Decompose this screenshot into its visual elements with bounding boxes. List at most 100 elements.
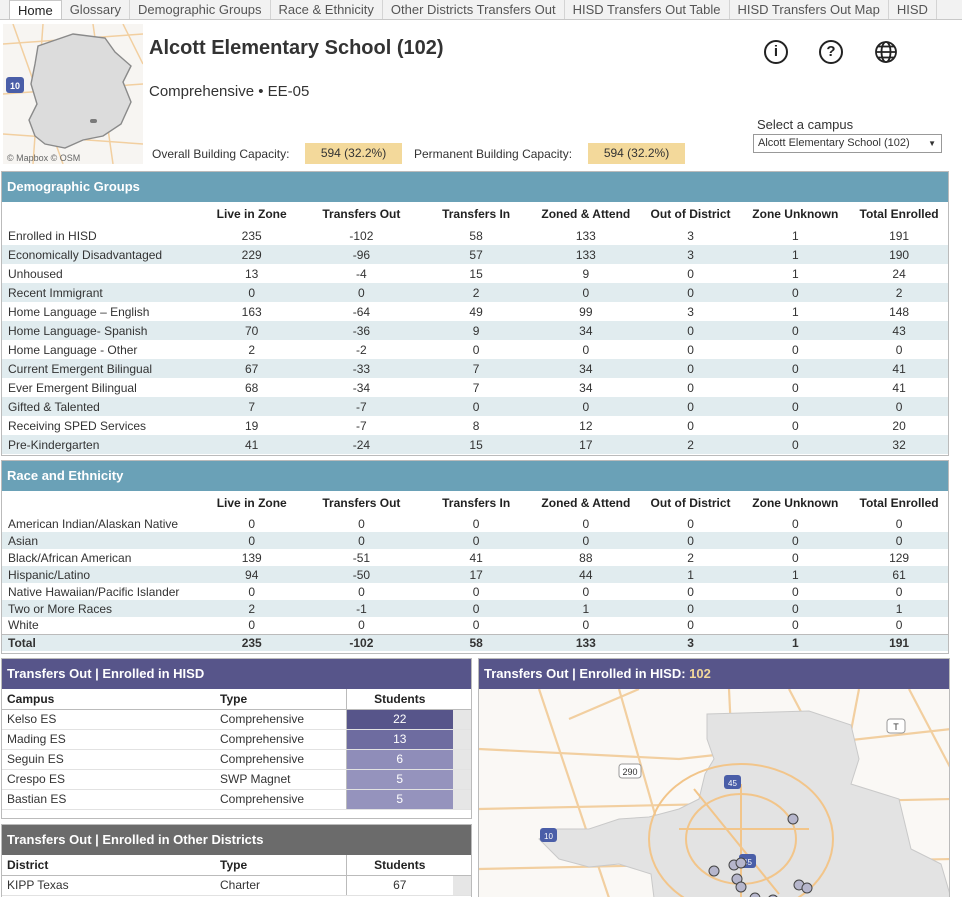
dropdown-arrow-icon: ▼ [928,139,936,148]
row-label: Asian [2,532,202,549]
cell-value: 0 [358,618,365,633]
cell-value: 70 [201,321,302,340]
cell-value: -2 [356,342,367,357]
row-label: Total [2,633,202,651]
row-label: Home Language- Spanish [2,321,202,340]
cell-value: 8 [472,418,480,433]
race-ethnicity-table: Live in Zone Transfers Out Transfers In Zon… [2,491,948,651]
list-item[interactable]: Seguin ES Comprehensive 6 [2,749,471,770]
row-label: Mading ES [2,729,215,750]
cell-value: 44 [531,566,641,583]
cell-value: 49 [469,304,483,319]
cell-value: 34 [530,321,641,340]
cell-value: -24 [301,435,422,454]
cell-value: 0 [358,584,365,599]
cell-value: -7 [356,418,367,433]
row-type: SWP Magnet [215,769,346,790]
cell-value: 0 [248,584,256,599]
cell-value: 2 [201,600,302,617]
map-credit[interactable]: © Mapbox © OSM [7,153,81,163]
list-item[interactable]: Mading ES Comprehensive 13 [2,729,471,750]
transfers-other-title: Transfers Out | Enrolled in Other Distri… [2,825,471,855]
scroll-gutter [453,855,471,876]
cell-value: 190 [850,245,948,264]
tab-other-districts-transfers-out[interactable]: Other Districts Transfers Out [382,0,565,19]
cell-value: 3 [640,245,741,264]
cell-value: 0 [740,397,851,416]
cell-value: 0 [687,516,694,531]
tab-home[interactable]: Home [9,0,62,19]
transfers-map[interactable]: 290 45 10 45 T [479,689,950,897]
tab-hisd-more[interactable]: HISD [888,0,937,19]
cell-value: 139 [241,550,262,565]
cell-value: 0 [530,283,641,302]
cell-value: -102 [349,228,374,243]
cell-value: 61 [850,566,948,583]
tab-glossary[interactable]: Glossary [61,0,130,19]
help-icon[interactable]: ? [819,40,843,64]
cell-value: 9 [421,321,531,340]
transfers-map-count: 102 [689,666,711,681]
column-header: Zoned & Attend [541,496,631,510]
cell-value: 2 [248,342,256,357]
cell-value: 2 [421,283,531,302]
tab-hisd-transfers-out-table[interactable]: HISD Transfers Out Table [564,0,730,19]
campus-select[interactable]: Alcott Elementary School (102) ▼ [753,134,942,153]
cell-value: 58 [421,633,532,651]
cell-value: 235 [241,228,262,243]
cell-value: 2 [850,283,948,302]
cell-value: 0 [791,380,799,395]
cell-value: 0 [201,283,302,302]
column-header: Out of District [650,496,731,510]
cell-value: 0 [301,283,422,302]
tab-demographic-groups[interactable]: Demographic Groups [129,0,271,19]
list-item[interactable]: Bastian ES Comprehensive 5 [2,789,471,810]
cell-value: 0 [582,584,590,599]
cell-value: 0 [640,321,741,340]
cell-value: 0 [895,584,903,599]
column-header: Transfers In [442,207,511,221]
transfer-student-markers [708,813,813,897]
cell-value: 43 [850,321,948,340]
cell-value: 163 [241,304,262,319]
tab-race-ethnicity[interactable]: Race & Ethnicity [270,0,383,19]
row-label: Pre-Kindergarten [2,435,202,454]
cell-value: 1 [791,266,799,281]
interstate-shield-icon [6,77,24,93]
list-item[interactable]: KIPP Texas Charter 67 [2,875,471,896]
table-row: Native Hawaiian/Pacific Islander 0 0 0 0 0 0 0 [2,583,948,600]
scroll-gutter [453,709,471,730]
zone-mini-map[interactable]: 10 © Mapbox © OSM [3,24,143,164]
interstate-shield-icon [540,828,557,842]
cell-value: -36 [301,321,422,340]
row-label: Kelso ES [2,709,215,730]
list-item[interactable]: Kelso ES Comprehensive 22 [2,709,471,730]
list-item[interactable]: Crespo ES SWP Magnet 5 [2,769,471,790]
row-type: Comprehensive [215,709,346,730]
cell-value: 0 [791,618,799,633]
permanent-capacity-value: 594 (32.2%) [588,143,685,164]
cell-value: 3 [687,304,694,319]
cell-value: 7 [421,359,531,378]
column-header: Type [215,855,346,876]
student-count: 22 [345,709,453,730]
cell-value: 0 [530,397,641,416]
cell-value: 0 [531,532,641,549]
column-header [2,202,202,226]
globe-icon[interactable] [874,40,898,64]
cell-value: 0 [640,283,741,302]
table-row: Ever Emergent Bilingual 68 -34 7 34 0 0 41 [2,378,948,397]
cell-value: 1 [740,633,851,651]
transfers-hisd-panel: Transfers Out | Enrolled in HISD Campus T… [1,658,472,819]
column-header: Transfers In [442,496,511,510]
table-header-row: District Type Students [2,855,471,876]
transfers-hisd-title: Transfers Out | Enrolled in HISD [2,659,471,689]
cell-value: -4 [356,266,367,281]
table-row: White 0 0 0 0 0 0 0 [2,617,948,634]
cell-value: 0 [687,584,694,599]
column-header: Campus [2,689,215,710]
info-icon[interactable]: i [764,40,788,64]
tab-hisd-transfers-out-map[interactable]: HISD Transfers Out Map [729,0,889,19]
scroll-gutter [453,689,471,710]
column-header [2,491,202,515]
